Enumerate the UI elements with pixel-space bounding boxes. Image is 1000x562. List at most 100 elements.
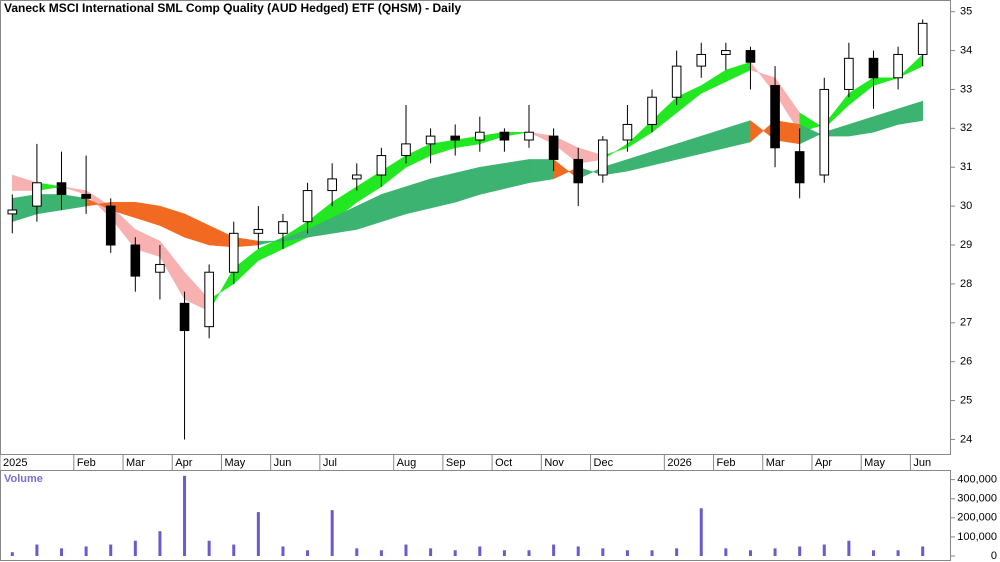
ribbon-segment xyxy=(725,120,751,149)
y-tick-label: 33 xyxy=(960,83,972,95)
candle-body xyxy=(425,135,436,145)
candle-body xyxy=(647,96,657,125)
volume-bar xyxy=(207,540,211,556)
volume-bar xyxy=(478,546,482,556)
ribbon-segment xyxy=(405,178,431,215)
volume-tick-label: 0 xyxy=(991,550,997,562)
x-tick-label: 2025 xyxy=(3,457,27,469)
y-tick-label: 31 xyxy=(960,161,972,173)
candle-body xyxy=(278,221,288,234)
candle-body xyxy=(721,50,731,55)
volume-bar xyxy=(675,548,679,556)
candle-body xyxy=(794,151,805,184)
candle-body xyxy=(671,65,682,98)
candle-body xyxy=(253,228,264,234)
y-tick-label: 28 xyxy=(960,278,972,290)
volume-bar xyxy=(601,548,605,556)
volume-bar xyxy=(748,550,752,556)
volume-bar xyxy=(896,550,900,556)
x-tick-label: Apr xyxy=(815,457,832,469)
volume-bar xyxy=(379,550,383,556)
candle-body xyxy=(7,209,18,215)
candle-body xyxy=(844,57,854,90)
candle-body xyxy=(204,271,214,328)
ribbon-segment xyxy=(454,166,481,203)
ribbon-segment xyxy=(676,135,702,160)
candle-body xyxy=(499,131,510,141)
x-tick-label: Nov xyxy=(544,457,564,469)
ribbon-segment xyxy=(430,172,456,209)
volume-bar xyxy=(502,550,506,556)
candle-body xyxy=(32,182,42,207)
x-tick-label: 2026 xyxy=(667,457,691,469)
volume-bar xyxy=(256,512,260,556)
y-tick-label: 25 xyxy=(960,394,972,406)
ribbon-segment xyxy=(873,108,899,133)
candle-body xyxy=(548,135,559,160)
ribbon-segment xyxy=(135,201,161,226)
x-tick-label: Jun xyxy=(274,457,292,469)
candle-body xyxy=(868,57,879,79)
volume-bar xyxy=(10,552,14,556)
volume-bar xyxy=(552,544,556,556)
x-tick-label: May xyxy=(864,457,885,469)
x-tick-label: Jul xyxy=(323,457,337,469)
volume-bar xyxy=(429,548,433,556)
y-tick-label: 29 xyxy=(960,239,972,251)
volume-label: Volume xyxy=(4,473,43,485)
y-tick-label: 35 xyxy=(960,6,972,18)
volume-bar xyxy=(822,544,826,556)
volume-bar xyxy=(232,544,236,556)
x-tick-label: Mar xyxy=(126,457,145,469)
candle-body xyxy=(228,232,239,273)
volume-bar xyxy=(133,540,137,556)
y-tick-label: 24 xyxy=(960,433,972,445)
volume-bar xyxy=(109,544,113,556)
candle-body xyxy=(450,135,461,141)
ribbon-segment xyxy=(725,61,751,83)
x-tick-label: Feb xyxy=(77,457,96,469)
volume-tick-label: 200,000 xyxy=(957,512,997,524)
y-tick-label: 30 xyxy=(960,200,972,212)
ribbon-segment xyxy=(701,69,727,94)
chart-title: Vaneck MSCI International SML Comp Quali… xyxy=(4,1,461,15)
volume-bar xyxy=(699,508,703,556)
candle-body xyxy=(401,143,411,157)
candle-body xyxy=(302,190,313,223)
volume-bar xyxy=(921,546,925,556)
y-tick-label: 34 xyxy=(960,44,972,56)
candle-body xyxy=(130,244,141,277)
volume-tick-label: 300,000 xyxy=(957,493,997,505)
candle-body xyxy=(770,85,780,149)
candle-body xyxy=(327,178,337,192)
price-panel xyxy=(0,0,951,455)
volume-bar xyxy=(84,546,88,556)
candle-body xyxy=(917,22,928,55)
volume-bar xyxy=(35,544,39,556)
ribbon-segment xyxy=(479,163,505,195)
y-tick-label: 27 xyxy=(960,317,972,329)
ribbon-segment xyxy=(528,159,554,184)
volume-bar xyxy=(650,550,654,556)
volume-bar xyxy=(183,475,187,556)
volume-bar xyxy=(847,540,851,556)
x-tick-label: May xyxy=(224,457,245,469)
y-tick-label: 32 xyxy=(960,122,972,134)
ribbon-segment xyxy=(159,205,185,238)
candle-body xyxy=(81,193,91,199)
volume-bar xyxy=(281,546,285,556)
volume-bar xyxy=(527,550,531,556)
x-tick-label: Dec xyxy=(594,457,614,469)
ribbon-segment xyxy=(701,127,727,154)
volume-bar xyxy=(773,548,777,556)
volume-bar xyxy=(724,548,728,556)
ribbon-segment xyxy=(873,77,899,86)
candle-body xyxy=(745,50,756,63)
volume-bar xyxy=(306,550,310,556)
volume-bar xyxy=(871,550,875,556)
candle-body xyxy=(524,131,534,141)
candle-body xyxy=(819,88,830,176)
volume-bar xyxy=(158,531,162,556)
